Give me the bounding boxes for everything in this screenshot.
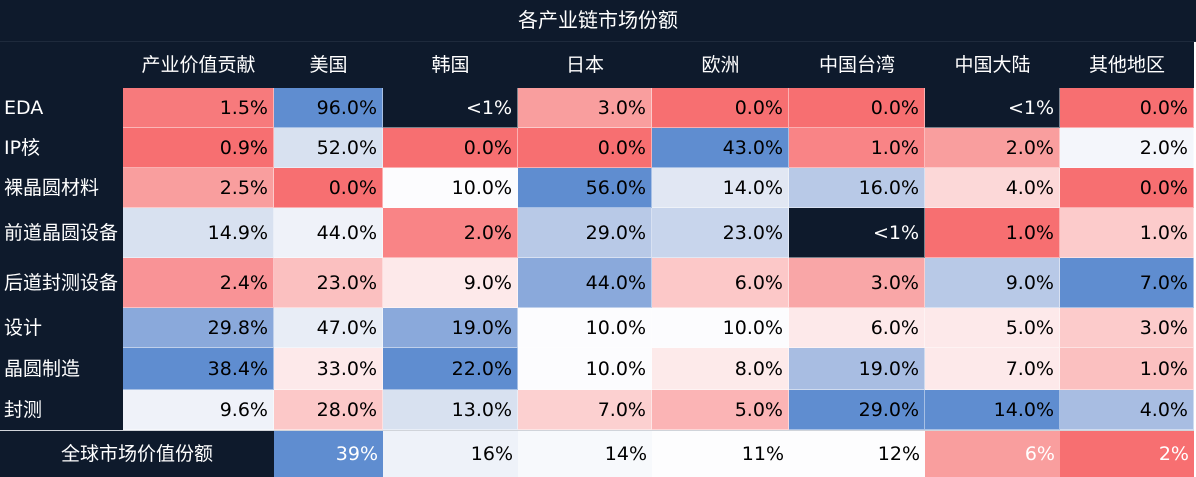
heatmap-cell: 29.0%: [518, 208, 652, 258]
heatmap-cell: 2.5%: [123, 168, 274, 208]
heatmap-cell: 9.6%: [123, 390, 274, 430]
column-header: 韩国: [383, 42, 518, 88]
heatmap-cell: 14.0%: [652, 168, 789, 208]
heatmap-cell: 1.0%: [925, 208, 1060, 258]
heatmap-cell: 19.0%: [383, 308, 518, 348]
column-header: 中国大陆: [925, 42, 1060, 88]
row-label: 封测: [0, 390, 123, 430]
heatmap-cell: 8.0%: [652, 348, 789, 390]
heatmap-cell: 2.0%: [925, 128, 1060, 168]
heatmap-cell: 56.0%: [518, 168, 652, 208]
heatmap-cell: 44.0%: [518, 258, 652, 308]
heatmap-cell: <1%: [925, 88, 1060, 128]
heatmap-cell: 6.0%: [652, 258, 789, 308]
heatmap-cell: 14.9%: [123, 208, 274, 258]
heatmap-cell: 4.0%: [1060, 390, 1194, 430]
heatmap-cell: 7.0%: [1060, 258, 1194, 308]
row-label: 设计: [0, 308, 123, 348]
row-label: IP核: [0, 128, 123, 168]
footer-cell: 12%: [789, 430, 925, 477]
row-label: 前道晶圆设备: [0, 208, 123, 258]
heatmap-cell: 1.0%: [1060, 208, 1194, 258]
footer-cell: 16%: [383, 430, 518, 477]
row-label: EDA: [0, 88, 123, 128]
heatmap-cell: 1.5%: [123, 88, 274, 128]
heatmap-cell: 3.0%: [789, 258, 925, 308]
heatmap-cell: 22.0%: [383, 348, 518, 390]
heatmap-cell: 28.0%: [274, 390, 383, 430]
heatmap-cell: 23.0%: [652, 208, 789, 258]
heatmap-cell: 10.0%: [518, 308, 652, 348]
heatmap-cell: 5.0%: [925, 308, 1060, 348]
column-header: 中国台湾: [789, 42, 925, 88]
heatmap-cell: 10.0%: [652, 308, 789, 348]
heatmap-cell: 9.0%: [383, 258, 518, 308]
heatmap-cell: 4.0%: [925, 168, 1060, 208]
column-header: 日本: [518, 42, 652, 88]
heatmap-cell: 1.0%: [1060, 348, 1194, 390]
heatmap-cell: 2.0%: [383, 208, 518, 258]
heatmap-cell: 13.0%: [383, 390, 518, 430]
heatmap-cell: <1%: [789, 208, 925, 258]
footer-cell: 39%: [274, 430, 383, 477]
column-header: 美国: [274, 42, 383, 88]
footer-cell: 14%: [518, 430, 652, 477]
heatmap-cell: 29.0%: [789, 390, 925, 430]
heatmap-cell: 2.4%: [123, 258, 274, 308]
row-label: 后道封测设备: [0, 258, 123, 308]
heatmap-cell: 0.0%: [789, 88, 925, 128]
column-header: 欧洲: [652, 42, 789, 88]
heatmap-cell: 52.0%: [274, 128, 383, 168]
heatmap-cell: 10.0%: [518, 348, 652, 390]
heatmap-cell: 0.9%: [123, 128, 274, 168]
heatmap-cell: 0.0%: [274, 168, 383, 208]
heatmap-cell: 2.0%: [1060, 128, 1194, 168]
heatmap-cell: 0.0%: [383, 128, 518, 168]
heatmap-cell: 14.0%: [925, 390, 1060, 430]
heatmap-cell: 9.0%: [925, 258, 1060, 308]
heatmap-cell: 16.0%: [789, 168, 925, 208]
heatmap-cell: 0.0%: [1060, 88, 1194, 128]
column-header: 产业价值贡献: [123, 42, 274, 88]
footer-cell: 6%: [925, 430, 1060, 477]
row-label: 裸晶圆材料: [0, 168, 123, 208]
heatmap-cell: 0.0%: [1060, 168, 1194, 208]
row-label: 晶圆制造: [0, 348, 123, 390]
heatmap-cell: 43.0%: [652, 128, 789, 168]
heatmap-cell: 38.4%: [123, 348, 274, 390]
footer-label: 全球市场价值份额: [0, 430, 274, 477]
heatmap-cell: 33.0%: [274, 348, 383, 390]
column-header: 其他地区: [1060, 42, 1194, 88]
footer-cell: 11%: [652, 430, 789, 477]
heatmap-cell: <1%: [383, 88, 518, 128]
heatmap-cell: 1.0%: [789, 128, 925, 168]
heatmap-cell: 6.0%: [789, 308, 925, 348]
footer-cell: 2%: [1060, 430, 1194, 477]
heatmap-cell: 29.8%: [123, 308, 274, 348]
heatmap-cell: 10.0%: [383, 168, 518, 208]
heatmap-cell: 19.0%: [789, 348, 925, 390]
heatmap-cell: 3.0%: [1060, 308, 1194, 348]
heatmap-cell: 23.0%: [274, 258, 383, 308]
heatmap-cell: 7.0%: [925, 348, 1060, 390]
heatmap-cell: 96.0%: [274, 88, 383, 128]
heatmap-cell: 5.0%: [652, 390, 789, 430]
header-corner: [0, 42, 123, 88]
heatmap-cell: 0.0%: [652, 88, 789, 128]
heatmap-cell: 7.0%: [518, 390, 652, 430]
heatmap-cell: 44.0%: [274, 208, 383, 258]
heatmap-cell: 0.0%: [518, 128, 652, 168]
heatmap-cell: 3.0%: [518, 88, 652, 128]
heatmap-cell: 47.0%: [274, 308, 383, 348]
chart-title: 各产业链市场份额: [0, 0, 1196, 42]
